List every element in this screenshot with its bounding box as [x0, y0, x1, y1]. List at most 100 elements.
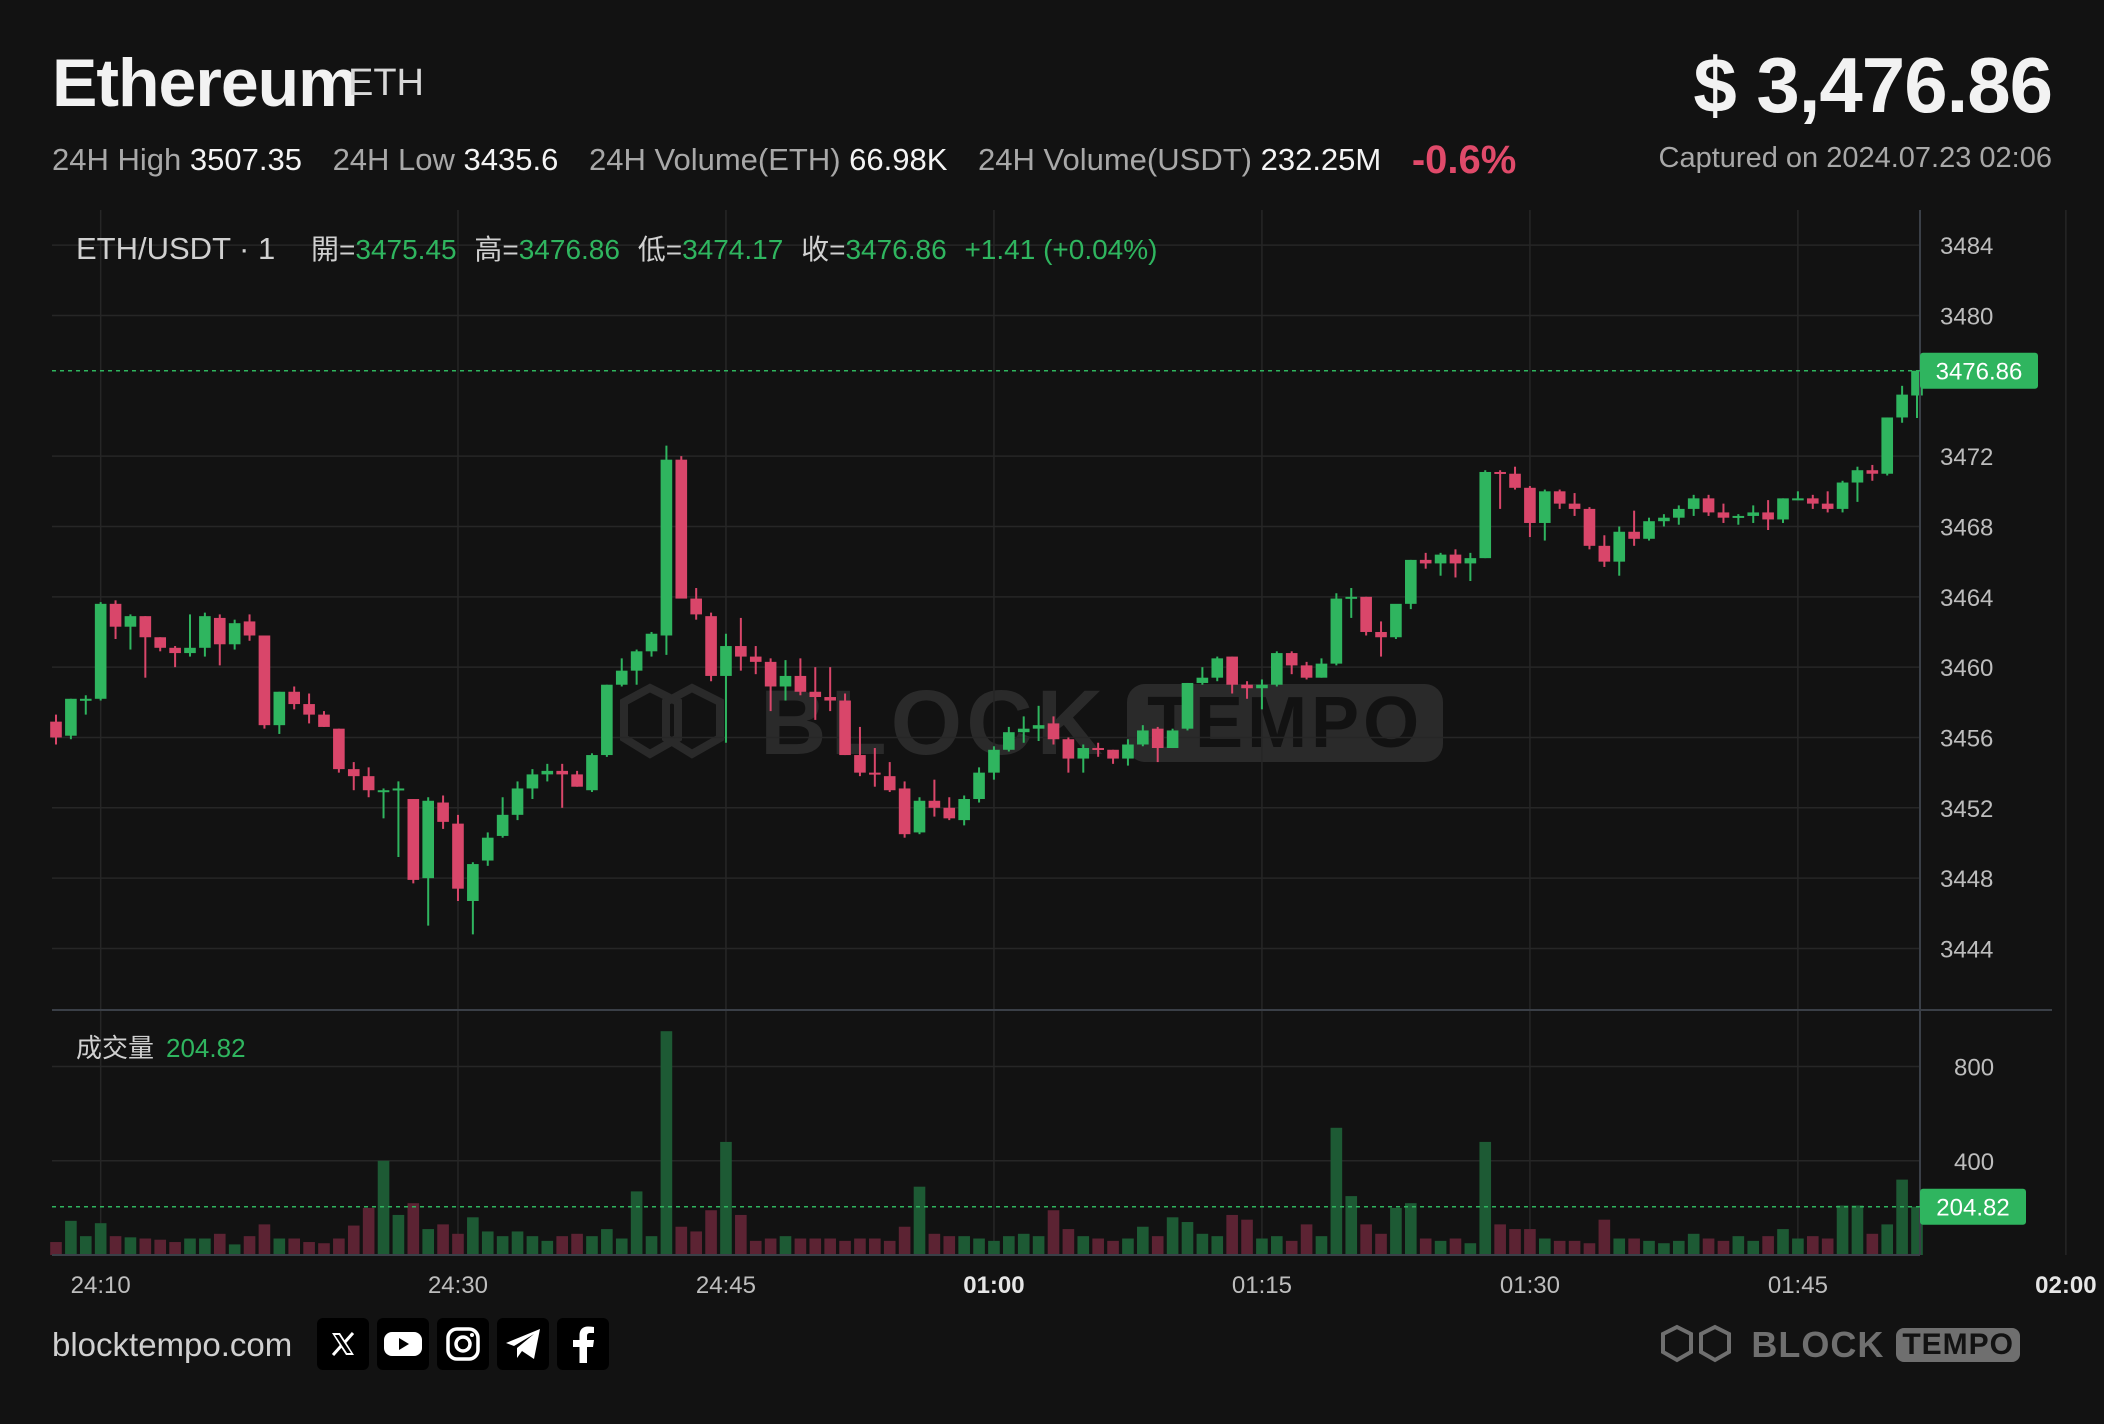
candle-body — [199, 616, 211, 648]
volume-bar — [1390, 1207, 1402, 1255]
volume-bar — [1151, 1236, 1164, 1255]
candle-body — [556, 770, 568, 775]
candle-body — [437, 802, 449, 822]
stat-label-low: 24H Low — [332, 142, 455, 177]
volume-bar — [1881, 1224, 1894, 1255]
site-url[interactable]: blocktempo.com — [52, 1326, 293, 1363]
x-tick-label: 24:45 — [696, 1272, 756, 1299]
volume-bar — [898, 1226, 911, 1255]
candle-body — [1241, 684, 1253, 689]
last-price-badge — [1920, 352, 2038, 389]
volume-bar — [243, 1236, 256, 1255]
volume-bar — [1241, 1219, 1253, 1255]
volume-bar — [273, 1238, 286, 1255]
candle-body — [869, 772, 881, 775]
candle-body — [1568, 503, 1581, 509]
volume-bar — [660, 1031, 673, 1255]
volume-bar — [1911, 1206, 1923, 1255]
volume-bar — [1077, 1236, 1090, 1255]
volume-bar — [824, 1238, 836, 1255]
volume-bar — [139, 1238, 152, 1255]
candle-body — [1866, 470, 1879, 474]
volume-bar — [1762, 1236, 1774, 1255]
candle-body — [79, 698, 92, 701]
x-icon[interactable] — [317, 1318, 369, 1370]
volume-bar — [1568, 1240, 1581, 1255]
volume-bar — [109, 1236, 122, 1255]
change-value: +1.41 (+0.04%) — [964, 234, 1158, 265]
candle-body — [973, 772, 985, 800]
blocktempo-logo-icon — [1661, 1324, 1732, 1363]
volume-bar — [1747, 1240, 1760, 1255]
close-label: 收= — [801, 234, 846, 265]
volume-bar — [988, 1240, 1000, 1255]
volume-bar — [749, 1240, 762, 1255]
volume-bar — [1464, 1243, 1477, 1255]
candle-body — [541, 770, 554, 775]
volume-bar — [1494, 1224, 1506, 1255]
volume-bar — [511, 1231, 524, 1255]
volume-bar — [1003, 1236, 1015, 1255]
volume-bar — [154, 1239, 167, 1255]
x-tick-label: 24:30 — [428, 1272, 488, 1299]
volume-bar — [883, 1240, 896, 1255]
volume-bar — [586, 1236, 598, 1255]
candle-body — [1285, 653, 1298, 666]
candle-body — [615, 670, 628, 685]
candle-body — [481, 837, 494, 861]
chart-grid — [52, 210, 2067, 1255]
candle-body — [913, 800, 926, 833]
candle-body — [1137, 730, 1149, 745]
volume-bar — [943, 1236, 956, 1255]
candle-body — [1315, 663, 1328, 678]
candle-body — [749, 656, 762, 662]
volume-bar — [303, 1242, 315, 1255]
youtube-icon[interactable] — [377, 1318, 429, 1370]
volume-bar — [571, 1233, 583, 1255]
stat-value-volume-eth: 66.98K — [849, 142, 948, 177]
volume-bar — [258, 1224, 271, 1255]
volume-bar — [1211, 1236, 1224, 1255]
candle-body — [809, 691, 822, 698]
x-tick-label: 01:00 — [963, 1272, 1024, 1299]
volume-bar — [1181, 1222, 1194, 1255]
volume-bar — [1509, 1229, 1521, 1255]
volume-bar — [94, 1223, 107, 1255]
volume-bar — [362, 1207, 375, 1255]
volume-bar — [422, 1229, 435, 1255]
volume-bars — [50, 1031, 1923, 1255]
facebook-icon[interactable] — [557, 1318, 609, 1370]
candle-body — [1524, 487, 1536, 523]
y-tick-label: 3472 — [1940, 444, 1993, 471]
candle-body — [779, 675, 792, 687]
stat-value-volume-usdt: 232.25M — [1260, 142, 1382, 177]
candle-body — [377, 790, 390, 793]
candle-body — [1256, 684, 1268, 689]
telegram-icon[interactable] — [497, 1318, 549, 1370]
volume-bar — [690, 1231, 702, 1255]
volume-bar — [407, 1203, 420, 1255]
volume-bar — [228, 1244, 241, 1255]
candle-body — [1777, 498, 1789, 520]
volume-bar — [496, 1236, 509, 1255]
volume-bar — [1851, 1205, 1864, 1255]
candle-body — [407, 799, 420, 880]
volume-bar — [124, 1237, 137, 1255]
volume-bar — [854, 1238, 866, 1255]
close-value: 3476.86 — [845, 234, 947, 265]
last-price-label: 3476.86 — [1936, 359, 2023, 386]
candle-body — [333, 728, 345, 770]
candle-body — [1821, 503, 1834, 509]
instagram-icon[interactable] — [437, 1318, 489, 1370]
volume-bar — [288, 1238, 301, 1255]
candle-body — [1479, 471, 1492, 559]
high-value: 3476.86 — [518, 234, 620, 265]
volume-bar — [1836, 1205, 1849, 1255]
volume-bar — [1285, 1240, 1298, 1255]
volume-bar — [1226, 1214, 1238, 1255]
candle-body — [1806, 498, 1819, 504]
chart-axes: 3444 3448 3452 3456 3460 3464 3468 3472 3480 3484… — [52, 210, 2097, 1299]
candle-body — [1017, 728, 1030, 733]
ohlc-legend: ETH/USDT · 1 開=3475.45 高=3476.86 低=3474.… — [76, 228, 1157, 268]
candle-body — [362, 776, 375, 791]
